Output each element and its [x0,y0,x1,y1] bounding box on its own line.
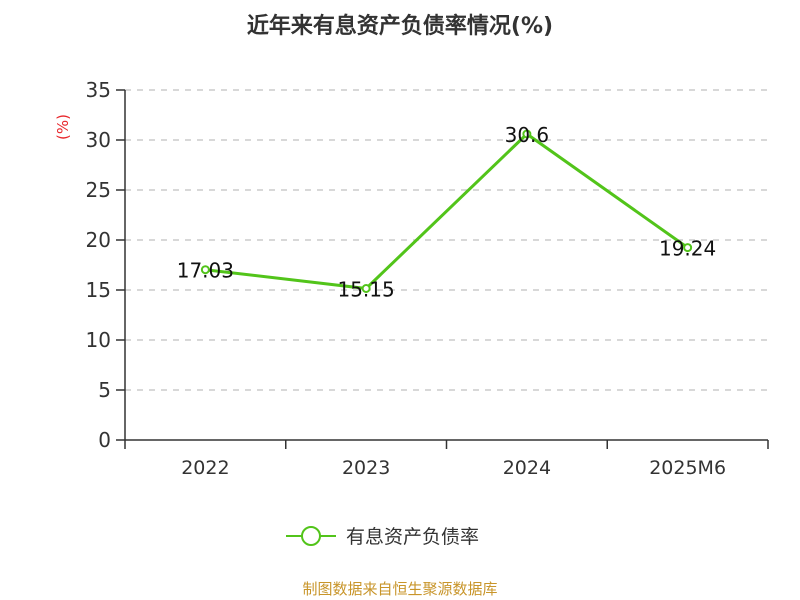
x-tick-label: 2024 [503,457,551,479]
y-tick-label: 25 [86,178,111,202]
y-tick-label: 20 [86,228,111,252]
y-tick-label: 10 [86,328,111,352]
data-point [522,129,532,139]
data-point [683,243,693,253]
x-tick-label: 2022 [181,457,229,479]
y-tick-label: 30 [86,128,111,152]
data-label: 30.6 [505,123,550,147]
source-note: 制图数据来自恒生聚源数据库 [302,580,498,598]
data-label: 19.24 [659,237,716,261]
data-label: 17.03 [177,259,234,283]
data-label: 15.15 [337,278,394,302]
legend-line-marker-icon [286,525,336,546]
y-tick-label: 5 [98,378,111,402]
y-tick-label: 35 [86,78,111,102]
legend[interactable]: 有息资产负债率 [286,522,479,549]
chart-title: 近年来有息资产负债率情况(%) [246,14,554,39]
x-tick-label: 2025M6 [649,457,726,479]
data-point [200,265,210,275]
series-line [205,132,689,291]
y-tick-label: 15 [86,278,111,302]
legend-label: 有息资产负债率 [346,526,480,548]
y-tick-label: 0 [98,428,111,452]
y-axis-label: (%) [54,114,72,140]
x-tick-label: 2023 [342,457,390,479]
data-point [361,284,371,293]
